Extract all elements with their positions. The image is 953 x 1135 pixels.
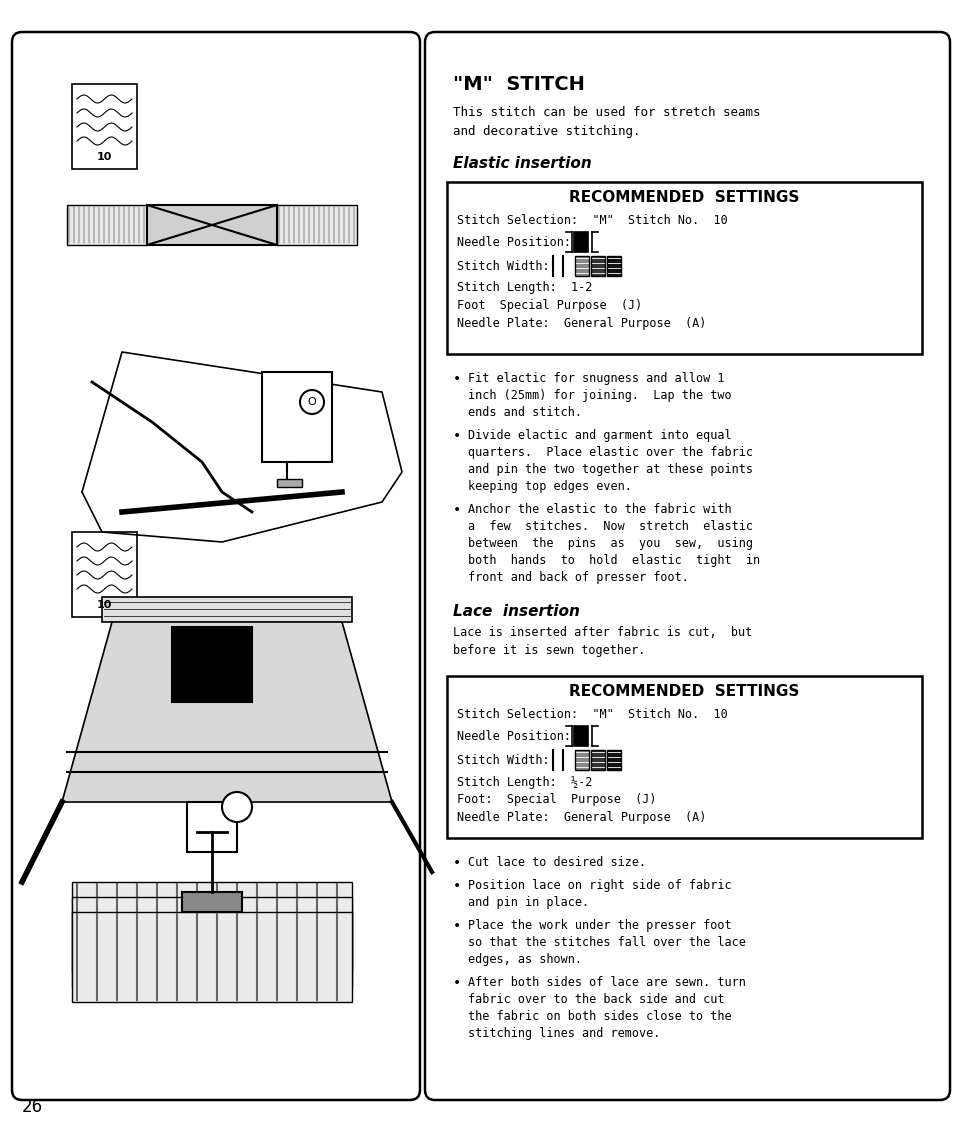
Bar	[187, 802, 236, 852]
Bar	[447, 182, 921, 354]
Text: fabric over to the back side and cut: fabric over to the back side and cut	[468, 993, 723, 1006]
Text: •: •	[453, 429, 460, 443]
Text: Foot:  Special  Purpose  (J): Foot: Special Purpose (J)	[456, 793, 656, 807]
Bar	[447, 676, 921, 838]
Text: Position lace on right side of fabric: Position lace on right side of fabric	[468, 878, 731, 892]
Text: quarters.  Place elastic over the fabric: quarters. Place elastic over the fabric	[468, 446, 752, 459]
Bar	[590, 257, 604, 276]
Text: Stitch Length:  ½-2: Stitch Length: ½-2	[456, 775, 592, 789]
Text: ends and stitch.: ends and stitch.	[468, 406, 581, 419]
Text: 10: 10	[96, 152, 112, 162]
Text: This stitch can be used for stretch seams: This stitch can be used for stretch seam…	[453, 106, 760, 118]
Text: front and back of presser foot.: front and back of presser foot.	[468, 571, 688, 585]
Text: Stitch Length:  1-2: Stitch Length: 1-2	[456, 281, 592, 294]
Bar	[71, 84, 137, 169]
Text: both  hands  to  hold  elastic  tight  in: both hands to hold elastic tight in	[468, 554, 760, 568]
Text: Place the work under the presser foot: Place the work under the presser foot	[468, 919, 731, 932]
Bar	[147, 205, 276, 245]
Text: •: •	[453, 856, 460, 871]
Text: Cut lace to desired size.: Cut lace to desired size.	[468, 856, 645, 869]
Bar	[182, 892, 242, 913]
Text: the fabric on both sides close to the: the fabric on both sides close to the	[468, 1010, 731, 1023]
Text: 10: 10	[96, 600, 112, 609]
Text: Stitch Selection:  "M"  Stitch No.  10: Stitch Selection: "M" Stitch No. 10	[456, 213, 727, 227]
Text: before it is sewn together.: before it is sewn together.	[453, 644, 644, 657]
Text: •: •	[453, 878, 460, 893]
Bar	[574, 726, 587, 746]
Bar	[71, 897, 352, 987]
Text: Stitch Width:: Stitch Width:	[456, 260, 557, 272]
Bar	[172, 627, 252, 703]
Bar	[590, 750, 604, 770]
Bar	[71, 913, 352, 1002]
FancyBboxPatch shape	[12, 32, 419, 1100]
Text: RECOMMENDED  SETTINGS: RECOMMENDED SETTINGS	[569, 191, 799, 205]
Bar	[276, 479, 302, 487]
Text: Foot  Special Purpose  (J): Foot Special Purpose (J)	[456, 300, 641, 312]
Text: •: •	[453, 976, 460, 990]
Bar	[102, 597, 352, 622]
Bar	[262, 372, 332, 462]
Text: and pin the two together at these points: and pin the two together at these points	[468, 463, 752, 476]
Text: •: •	[453, 919, 460, 933]
Text: 26: 26	[22, 1098, 43, 1116]
Text: and pin in place.: and pin in place.	[468, 896, 589, 909]
Bar	[574, 232, 587, 252]
Text: Divide elactic and garment into equal: Divide elactic and garment into equal	[468, 429, 731, 442]
Bar	[575, 257, 588, 276]
Text: Fit elactic for snugness and allow 1: Fit elactic for snugness and allow 1	[468, 372, 723, 385]
Text: "M"  STITCH: "M" STITCH	[453, 75, 584, 93]
Bar	[575, 750, 588, 770]
Text: inch (25mm) for joining.  Lap the two: inch (25mm) for joining. Lap the two	[468, 389, 731, 402]
Text: Needle Position:: Needle Position:	[456, 235, 578, 249]
Text: Stitch Selection:  "M"  Stitch No.  10: Stitch Selection: "M" Stitch No. 10	[456, 707, 727, 721]
Text: •: •	[453, 372, 460, 386]
Polygon shape	[62, 622, 392, 802]
Text: edges, as shown.: edges, as shown.	[468, 953, 581, 966]
Polygon shape	[82, 352, 401, 543]
Text: Lace  insertion: Lace insertion	[453, 604, 579, 619]
Text: between  the  pins  as  you  sew,  using: between the pins as you sew, using	[468, 537, 752, 550]
Text: Elastic insertion: Elastic insertion	[453, 157, 591, 171]
Bar	[71, 532, 137, 617]
Text: Needle Plate:  General Purpose  (A): Needle Plate: General Purpose (A)	[456, 812, 705, 824]
FancyBboxPatch shape	[424, 32, 949, 1100]
Text: and decorative stitching.: and decorative stitching.	[453, 125, 639, 137]
Text: Anchor the elastic to the fabric with: Anchor the elastic to the fabric with	[468, 503, 731, 516]
Text: RECOMMENDED  SETTINGS: RECOMMENDED SETTINGS	[569, 684, 799, 699]
Bar	[67, 205, 147, 245]
Text: O: O	[307, 397, 316, 407]
Text: so that the stitches fall over the lace: so that the stitches fall over the lace	[468, 936, 745, 949]
Text: stitching lines and remove.: stitching lines and remove.	[468, 1027, 659, 1040]
Text: Stitch Width:: Stitch Width:	[456, 754, 557, 766]
Bar	[276, 205, 356, 245]
Text: Needle Plate:  General Purpose  (A): Needle Plate: General Purpose (A)	[456, 318, 705, 330]
Bar	[606, 257, 620, 276]
Text: keeping top edges even.: keeping top edges even.	[468, 480, 631, 493]
Bar	[71, 882, 352, 972]
Bar	[606, 750, 620, 770]
Text: •: •	[453, 503, 460, 518]
Text: Lace is inserted after fabric is cut,  but: Lace is inserted after fabric is cut, bu…	[453, 627, 752, 639]
Text: a  few  stitches.  Now  stretch  elastic: a few stitches. Now stretch elastic	[468, 520, 752, 533]
Text: Needle Position:: Needle Position:	[456, 730, 578, 742]
Circle shape	[299, 390, 324, 414]
Circle shape	[222, 792, 252, 822]
Text: After both sides of lace are sewn. turn: After both sides of lace are sewn. turn	[468, 976, 745, 989]
